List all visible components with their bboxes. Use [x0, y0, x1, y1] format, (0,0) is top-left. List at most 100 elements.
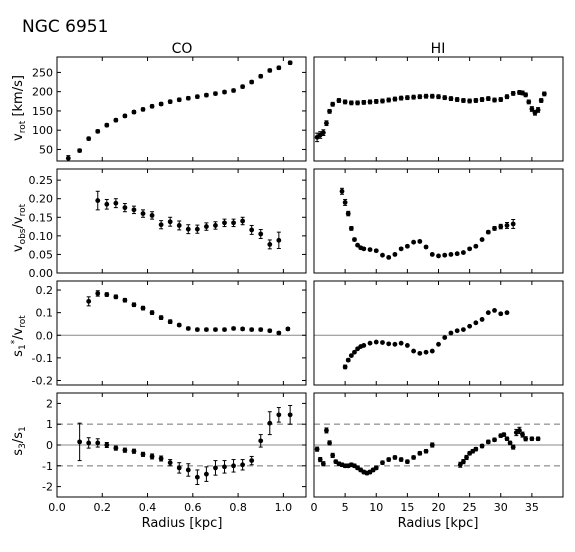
data-point-co-r2-10 — [176, 322, 182, 328]
data-point-hi-r0-42 — [538, 98, 544, 103]
data-point-co-r0-2 — [86, 136, 92, 142]
data-point-hi-r1-26 — [479, 237, 485, 242]
data-point-co-r3-12 — [185, 467, 191, 473]
x-axis-label-co: Radius [kpc] — [142, 516, 223, 531]
data-point-hi-r0-43 — [541, 91, 547, 97]
panel-frame-hi-r2 — [313, 280, 564, 386]
data-point-co-r1-11 — [194, 226, 200, 232]
data-point-hi-r0-21 — [429, 93, 435, 99]
data-point-co-r2-12 — [194, 327, 200, 333]
data-point-co-r1-20 — [276, 237, 282, 243]
data-point-hi-r1-7 — [361, 246, 367, 252]
data-point-hi-r1-23 — [461, 250, 466, 255]
data-point-hi-r1-16 — [417, 239, 423, 244]
data-point-hi-r3-48 — [535, 436, 541, 442]
y-tick-label-co-r1-2: 0.10 — [29, 230, 54, 243]
data-point-co-r2-0 — [86, 298, 92, 304]
y-tick-label-co-r2-4: 0.2 — [36, 284, 54, 297]
data-point-co-r3-20 — [258, 438, 264, 444]
data-point-co-r2-13 — [204, 327, 209, 333]
column-title-co: CO — [172, 41, 193, 57]
panel-frame-co-r1 — [56, 168, 307, 274]
data-point-co-r1-7 — [158, 222, 164, 228]
data-point-co-r1-2 — [113, 200, 119, 206]
data-point-hi-r1-12 — [392, 252, 398, 257]
column-title-hi: HI — [431, 41, 446, 57]
data-point-hi-r2-8 — [373, 339, 379, 345]
data-point-hi-r2-11 — [392, 341, 398, 347]
data-point-hi-r3-4 — [327, 440, 332, 446]
data-point-hi-r0-17 — [404, 95, 410, 101]
data-point-co-r2-11 — [185, 326, 191, 331]
data-point-co-r3-22 — [276, 412, 282, 418]
data-point-hi-r0-32 — [498, 97, 504, 102]
data-point-hi-r3-35 — [479, 443, 485, 449]
data-point-hi-r0-20 — [423, 93, 429, 99]
data-point-co-r1-6 — [149, 213, 155, 218]
data-point-co-r3-17 — [231, 463, 236, 469]
data-point-hi-r0-18 — [411, 94, 416, 100]
y-tick-label-co-r1-3: 0.15 — [29, 211, 54, 224]
data-point-hi-r1-30 — [504, 223, 510, 228]
data-point-hi-r2-10 — [386, 341, 392, 347]
data-point-hi-r0-11 — [367, 99, 373, 105]
data-point-hi-r1-22 — [454, 251, 460, 257]
data-point-hi-r1-2 — [345, 211, 351, 216]
y-tick-label-co-r1-0: 0.00 — [29, 267, 54, 280]
data-point-hi-r3-31 — [464, 455, 469, 460]
data-point-co-r3-3 — [104, 442, 110, 448]
data-point-hi-r3-46 — [523, 436, 529, 442]
panel-frame-hi-r0 — [313, 56, 564, 162]
data-point-hi-r2-22 — [461, 327, 466, 333]
data-point-hi-r1-18 — [429, 252, 435, 257]
data-point-co-r2-17 — [240, 326, 246, 332]
data-point-hi-r0-41 — [535, 107, 541, 113]
data-point-hi-r2-9 — [380, 340, 385, 345]
y-tick-label-co-r1-5: 0.25 — [29, 174, 54, 187]
data-point-hi-r1-21 — [448, 252, 454, 257]
data-point-hi-r0-5 — [330, 101, 336, 107]
data-point-hi-r0-23 — [442, 95, 448, 101]
y-tick-label-co-r3-4: 2 — [46, 397, 53, 410]
x-tick-label-hi-r3-5: 25 — [463, 501, 477, 514]
data-point-co-r1-13 — [213, 223, 218, 228]
data-point-co-r3-9 — [158, 456, 164, 461]
data-point-hi-r2-25 — [479, 317, 485, 322]
data-point-hi-r1-9 — [373, 248, 379, 254]
data-point-hi-r2-24 — [473, 320, 479, 326]
data-point-co-r1-10 — [185, 226, 191, 232]
data-point-hi-r0-25 — [454, 97, 460, 102]
data-point-co-r3-5 — [122, 447, 128, 453]
data-point-hi-r3-25 — [411, 455, 416, 460]
data-point-co-r1-17 — [249, 227, 255, 233]
x-tick-label-co-r3-4: 0.8 — [229, 501, 247, 514]
data-point-co-r0-13 — [185, 95, 191, 101]
data-point-co-r0-21 — [258, 73, 264, 79]
data-point-hi-r0-2 — [320, 130, 326, 136]
data-point-hi-r0-16 — [398, 95, 404, 101]
data-point-hi-r3-23 — [398, 457, 404, 462]
data-point-hi-r0-24 — [448, 96, 454, 101]
data-point-co-r0-16 — [213, 91, 218, 96]
data-point-hi-r3-40 — [504, 436, 510, 442]
data-point-hi-r1-10 — [380, 252, 385, 258]
data-point-co-r0-3 — [95, 128, 101, 134]
data-point-hi-r2-14 — [411, 348, 416, 354]
data-point-hi-r2-26 — [485, 310, 491, 316]
y-tick-label-co-r0-2: 150 — [32, 105, 53, 118]
data-point-hi-r0-3 — [324, 120, 329, 126]
data-point-hi-r2-2 — [348, 353, 354, 359]
x-tick-label-hi-r3-6: 30 — [494, 501, 508, 514]
data-point-co-r3-11 — [176, 465, 182, 471]
data-point-co-r0-1 — [77, 148, 83, 154]
data-point-hi-r1-1 — [342, 200, 348, 205]
data-point-hi-r0-37 — [523, 92, 529, 98]
data-point-hi-r1-11 — [386, 255, 392, 260]
panel-frame-co-r2 — [56, 280, 307, 386]
data-point-hi-r2-0 — [342, 364, 348, 370]
data-point-hi-r3-27 — [423, 448, 429, 454]
x-tick-label-co-r3-1: 0.2 — [94, 501, 112, 514]
data-point-hi-r0-29 — [479, 97, 485, 102]
y-tick-label-co-r0-0: 50 — [39, 143, 53, 156]
data-point-co-r3-14 — [204, 471, 209, 477]
